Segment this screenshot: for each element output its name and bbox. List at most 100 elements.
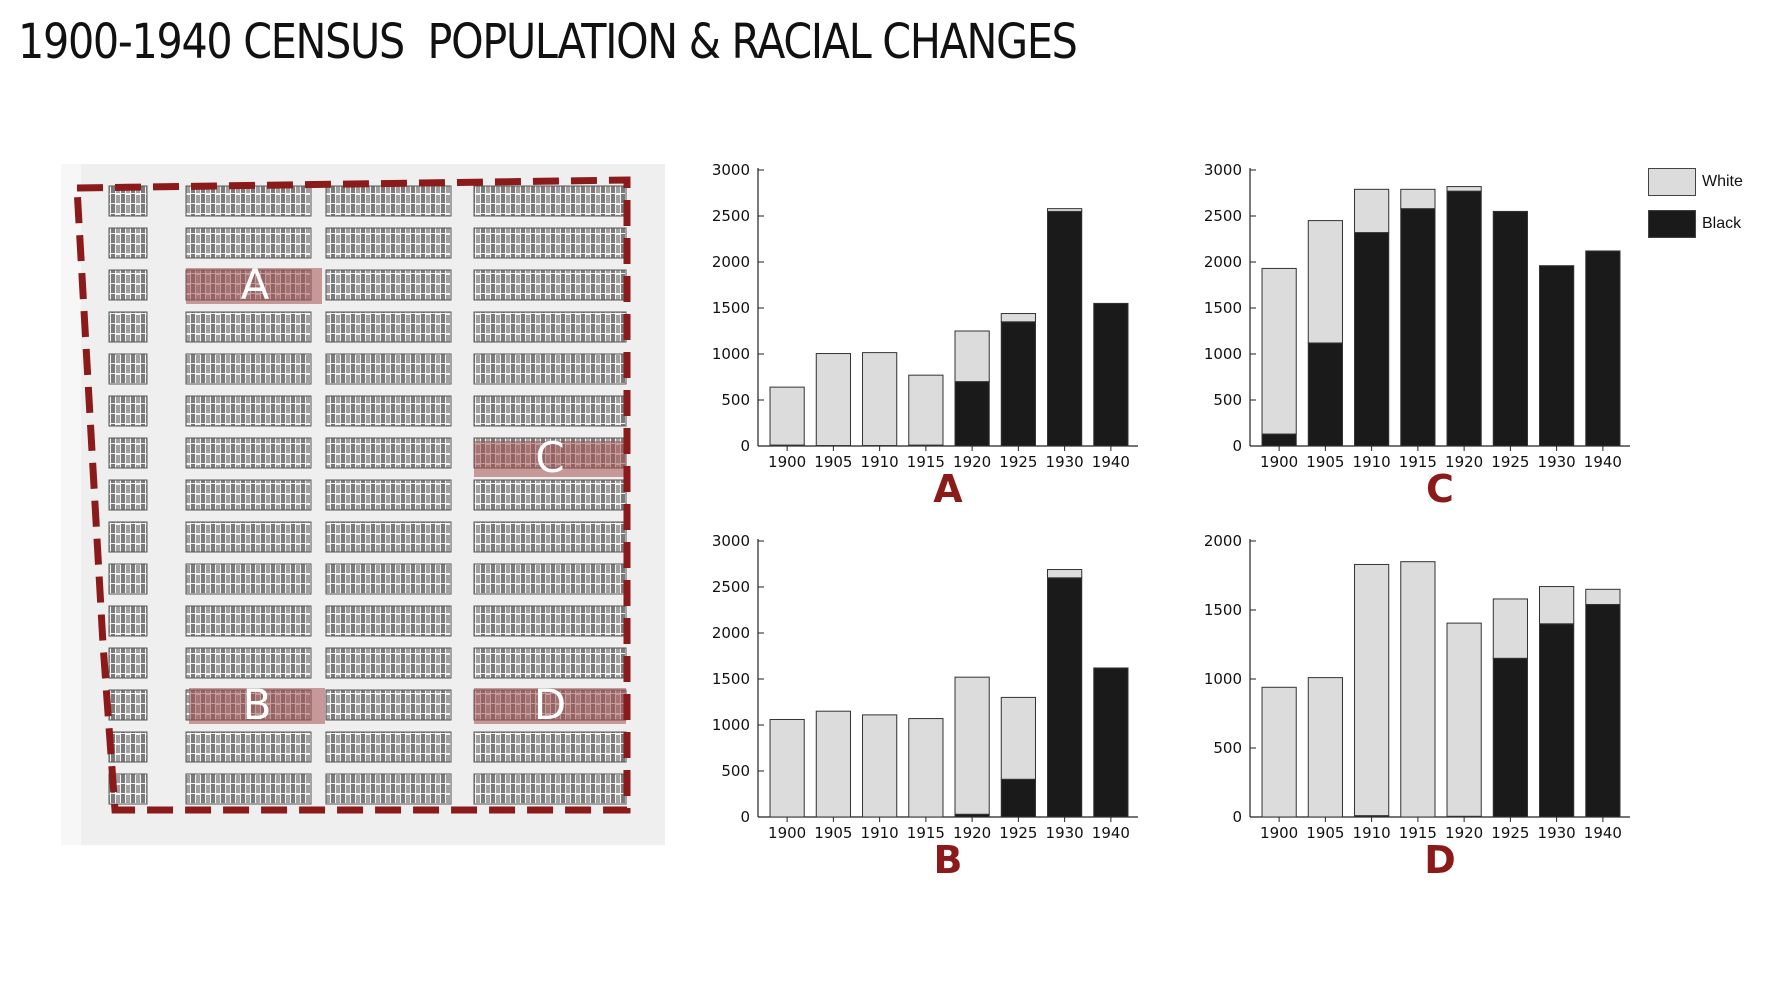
map-block	[325, 605, 452, 637]
bar-white	[815, 353, 851, 447]
legend-swatch-white	[1648, 168, 1696, 196]
x-tick-label: 1920	[1445, 824, 1483, 842]
map-block	[108, 353, 148, 385]
bar-white	[1539, 586, 1575, 625]
bar-black	[1539, 623, 1575, 818]
bar-black	[1585, 250, 1621, 447]
map-label-a: A	[241, 260, 270, 309]
map-block	[185, 479, 312, 511]
bar-white	[908, 374, 944, 446]
map-block	[325, 563, 452, 595]
chart-letter-label: D	[1424, 838, 1456, 877]
map-block	[325, 731, 452, 763]
legend: White Black	[1648, 168, 1768, 248]
map-block	[108, 269, 148, 301]
x-tick-label: 1940	[1092, 453, 1130, 471]
map-block	[473, 521, 627, 553]
bar-black	[1307, 342, 1343, 447]
y-tick-label: 2500	[712, 207, 750, 225]
bar-white	[954, 676, 990, 815]
x-tick-label: 1940	[1092, 824, 1130, 842]
bar-black	[954, 381, 990, 447]
map-block	[185, 605, 312, 637]
map-boundary	[73, 176, 631, 814]
y-tick-label: 1000	[1204, 345, 1242, 363]
y-tick-label: 500	[721, 762, 750, 780]
y-tick-label: 1000	[712, 345, 750, 363]
map-block	[473, 269, 627, 301]
chart-b: 0 500 1000 1500 2000 2500 3000 1900 1905 1910 1915…	[712, 532, 1138, 877]
bar-black	[1354, 232, 1390, 447]
map-block	[185, 227, 312, 259]
bar-white	[862, 352, 898, 447]
map-block	[325, 479, 452, 511]
bar-white	[1047, 208, 1083, 212]
y-tick-label: 0	[740, 437, 750, 455]
map-block	[108, 227, 148, 259]
map-block	[185, 647, 312, 679]
bar-white	[1446, 186, 1482, 192]
bar-black	[1261, 433, 1297, 447]
map-block	[473, 605, 627, 637]
legend-item-white: White	[1648, 168, 1743, 196]
bar-white	[1307, 220, 1343, 344]
map-block	[185, 521, 312, 553]
bar-white	[954, 330, 990, 383]
map-block	[325, 773, 452, 805]
bar-white	[1261, 686, 1297, 818]
x-tick-label: 1930	[1538, 824, 1576, 842]
bar-black	[1492, 657, 1528, 818]
y-tick-label: 1500	[1204, 601, 1242, 619]
map-block	[325, 269, 452, 301]
map-block	[325, 521, 452, 553]
map-block	[108, 437, 148, 469]
x-tick-label: 1930	[1046, 824, 1084, 842]
x-tick-label: 1920	[953, 453, 991, 471]
x-tick-label: 1900	[768, 453, 806, 471]
y-tick-label: 1500	[712, 299, 750, 317]
x-tick-label: 1910	[861, 824, 899, 842]
bar-white	[1354, 563, 1390, 817]
chart-c: 0 500 1000 1500 2000 2500 3000 1900 1905 1910 1915…	[1204, 161, 1630, 506]
chart-a: 0 500 1000 1500 2000 2500 3000 1900 1905 1910 1915…	[712, 161, 1138, 506]
neighborhood-map: A C B D	[61, 164, 665, 845]
map-label-d: D	[534, 680, 566, 729]
bar-black	[1492, 210, 1528, 447]
x-tick-label: 1915	[907, 453, 945, 471]
x-tick-label: 1940	[1584, 453, 1622, 471]
map-block	[108, 479, 148, 511]
map-block	[473, 479, 627, 511]
x-tick-label: 1920	[1445, 453, 1483, 471]
map-block	[108, 395, 148, 427]
bar-white	[1047, 569, 1083, 579]
map-highlight-b	[189, 688, 325, 724]
map-block	[108, 563, 148, 595]
map-block	[325, 395, 452, 427]
x-tick-label: 1925	[999, 453, 1037, 471]
x-tick-label: 1925	[999, 824, 1037, 842]
map-block	[185, 185, 312, 217]
x-tick-label: 1930	[1046, 453, 1084, 471]
map-highlight-c	[474, 441, 626, 477]
bar-white	[1354, 188, 1390, 234]
y-tick-label: 1000	[712, 716, 750, 734]
map-block	[108, 311, 148, 343]
x-tick-label: 1910	[1353, 824, 1391, 842]
bar-black	[1000, 321, 1036, 447]
x-tick-label: 1910	[1353, 453, 1391, 471]
y-tick-label: 2000	[712, 624, 750, 642]
map-block	[473, 731, 627, 763]
legend-swatch-black	[1648, 210, 1696, 238]
y-tick-label: 0	[740, 808, 750, 826]
bar-black	[1585, 603, 1621, 818]
bar-black	[1400, 208, 1436, 447]
y-tick-label: 2000	[1204, 253, 1242, 271]
map-block	[185, 731, 312, 763]
y-tick-label: 500	[721, 391, 750, 409]
bar-white	[769, 386, 805, 446]
x-tick-label: 1910	[861, 453, 899, 471]
x-tick-label: 1900	[768, 824, 806, 842]
map-edge	[61, 164, 81, 845]
map-block	[473, 563, 627, 595]
x-tick-label: 1915	[1399, 453, 1437, 471]
